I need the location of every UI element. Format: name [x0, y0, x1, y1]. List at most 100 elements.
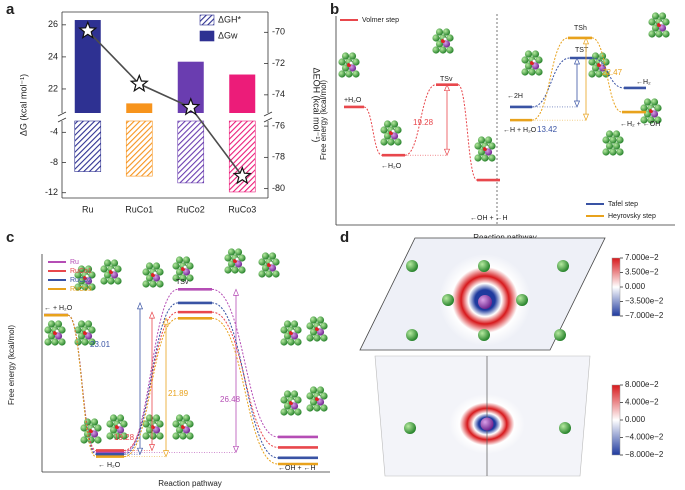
arrow-head [136, 447, 144, 456]
connector [457, 84, 478, 181]
atom [77, 265, 86, 273]
atom [111, 268, 115, 272]
atom [320, 392, 328, 400]
connector [531, 37, 569, 121]
atom [316, 386, 325, 394]
panel-label: b [330, 1, 339, 18]
atom [521, 68, 529, 76]
molecule [640, 98, 662, 124]
atom [341, 52, 350, 60]
molecule [648, 12, 670, 38]
atom [120, 420, 128, 428]
atom [651, 12, 660, 20]
atom [390, 120, 399, 128]
molecule [338, 52, 360, 78]
atom [650, 110, 659, 118]
atom [524, 50, 533, 58]
legend-label: ΔGH* [218, 14, 242, 24]
atom [287, 408, 295, 416]
atom [602, 148, 610, 156]
atom [142, 268, 150, 276]
atom [103, 259, 112, 267]
atom [280, 408, 288, 416]
x-tick-label: RuCo1 [125, 204, 153, 214]
atom [84, 277, 93, 285]
atom [156, 268, 164, 276]
atom [94, 424, 102, 432]
arrow-head [232, 445, 240, 454]
atom [153, 423, 157, 427]
atom [80, 424, 88, 432]
arrow-head [162, 450, 170, 458]
atom [306, 334, 314, 342]
atom [231, 266, 239, 274]
atom [74, 283, 82, 291]
atom [172, 432, 180, 440]
atom [145, 426, 154, 434]
atom [54, 332, 63, 340]
atom [110, 259, 119, 267]
level-label: ←H₂ [636, 79, 651, 86]
atom [291, 399, 295, 403]
y-axis-label: Free energy (kcal/mol) [319, 80, 328, 160]
atom [224, 254, 232, 262]
atom [172, 262, 180, 270]
level-label: TSh [574, 25, 587, 32]
atom [268, 264, 277, 272]
y2-tick-label: -70 [272, 27, 285, 37]
atom [442, 40, 451, 48]
atom [183, 423, 187, 427]
atom [85, 329, 89, 333]
atom [149, 280, 157, 288]
atom [477, 136, 486, 144]
atom [152, 262, 161, 270]
arrow-head [232, 288, 240, 296]
atom [175, 414, 184, 422]
star-marker [129, 73, 149, 93]
atom [348, 52, 357, 60]
colorbar-label: 8.000e−2 [625, 380, 659, 389]
level-label: ←OH + ←H [278, 465, 316, 472]
atom [616, 136, 624, 144]
colorbar-label: 0.000 [625, 282, 646, 291]
y-tick-label: -4 [50, 127, 58, 137]
atom [81, 338, 89, 346]
connector [211, 317, 279, 465]
legend-label: RuCo2 [70, 277, 92, 284]
colorbar [611, 257, 621, 317]
atom [484, 148, 493, 156]
atom [345, 70, 353, 78]
atom [153, 271, 157, 275]
colorbar-label: −8.000e−2 [625, 450, 664, 459]
atom [591, 64, 600, 72]
atom [320, 404, 328, 412]
atom [647, 116, 655, 124]
colorbar-label: −3.500e−2 [625, 297, 664, 306]
atom [313, 404, 321, 412]
legend-swatch [199, 30, 215, 42]
atom [528, 68, 536, 76]
x-tick-label: Ru [82, 204, 94, 214]
atom [485, 145, 489, 149]
atom [238, 266, 246, 274]
atom [182, 256, 191, 264]
y-axis-label: ΔG (kcal mol⁻¹) [18, 74, 28, 136]
panel-label: d [340, 229, 349, 246]
atom [316, 398, 325, 406]
atom [406, 260, 418, 272]
barrier-label: 22.47 [602, 68, 623, 77]
atom [290, 402, 299, 410]
atom [383, 120, 392, 128]
y2-axis-label: ΔEOH (kcal mol⁻¹) [312, 68, 322, 143]
atom [383, 132, 392, 140]
atom [106, 432, 114, 440]
atom [81, 283, 89, 291]
atom [280, 338, 288, 346]
axis-break [263, 111, 273, 117]
atom [320, 322, 328, 330]
atom [290, 390, 299, 398]
connector [67, 314, 97, 458]
atom [84, 265, 93, 273]
atom [352, 58, 360, 66]
star-marker [78, 20, 98, 39]
